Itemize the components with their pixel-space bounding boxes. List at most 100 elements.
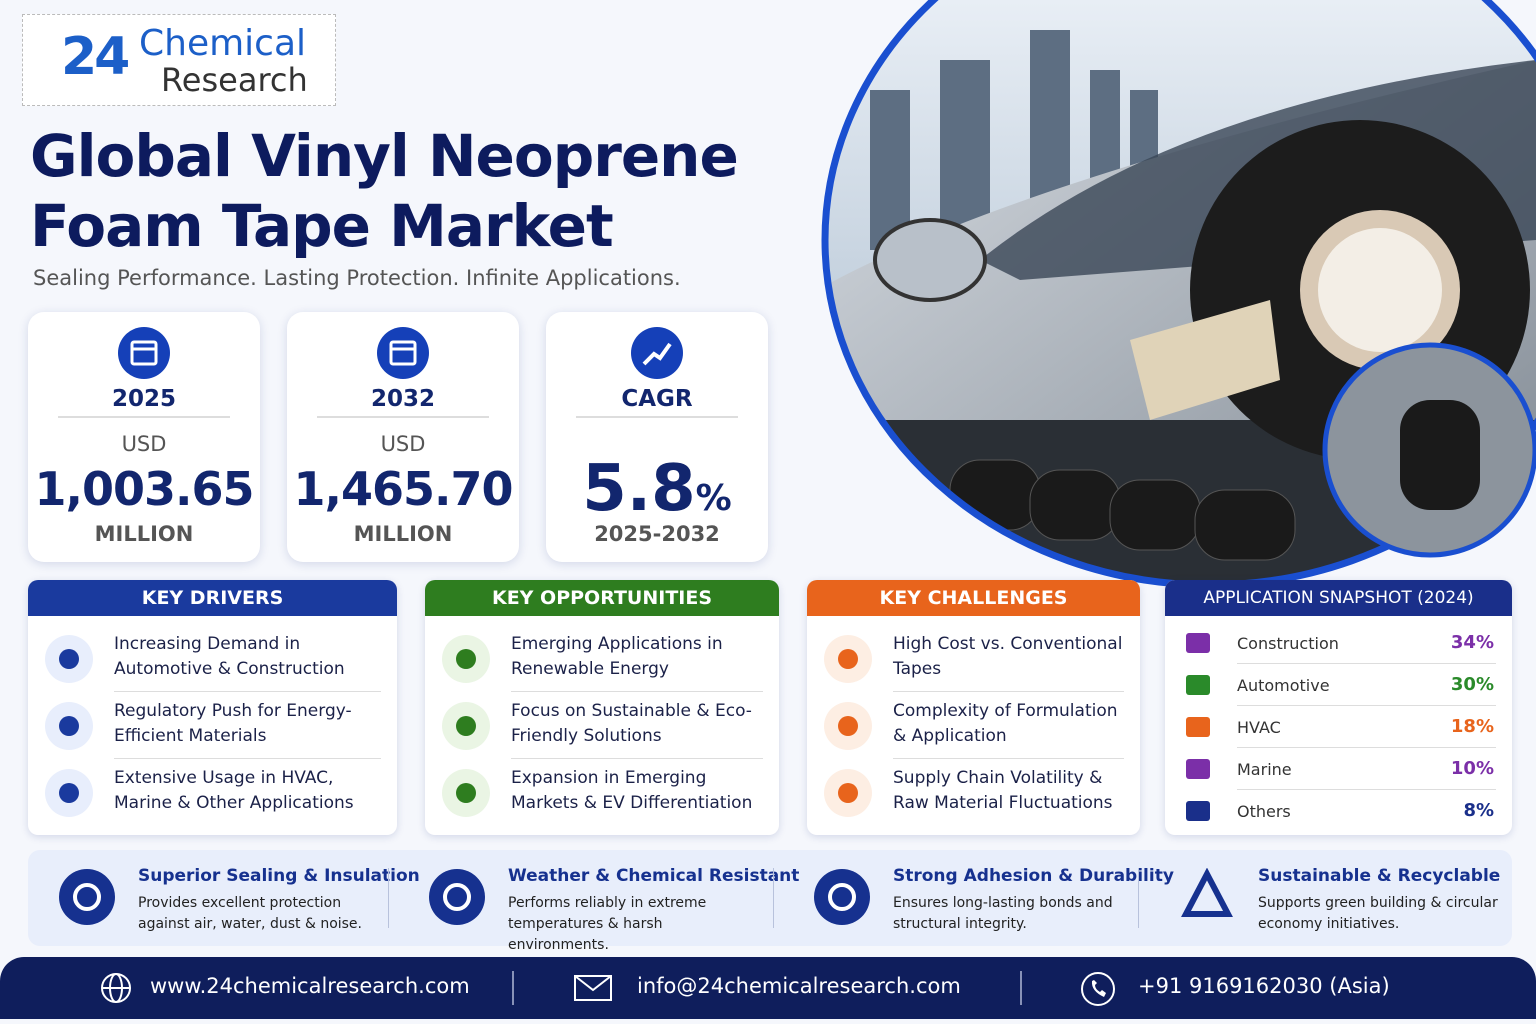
stat-card: 2032 USD 1,465.70 MILLION bbox=[287, 312, 519, 562]
divider bbox=[58, 416, 230, 418]
snapshot-row: Automotive 30% bbox=[1165, 664, 1512, 706]
item-icon bbox=[442, 702, 490, 750]
divider bbox=[388, 868, 389, 928]
separator bbox=[1237, 747, 1496, 748]
stat-value: 1,003.65 bbox=[34, 462, 255, 516]
snapshot-row: Marine 10% bbox=[1165, 748, 1512, 790]
row-icon bbox=[1186, 717, 1210, 737]
stat-icon bbox=[631, 327, 683, 379]
subtitle: Sealing Performance. Lasting Protection.… bbox=[33, 266, 681, 290]
panel-item: High Cost vs. Conventional Tapes bbox=[807, 626, 1140, 692]
panel-item: Extensive Usage in HVAC, Marine & Other … bbox=[28, 760, 397, 826]
item-text: Supply Chain Volatility & Raw Material F… bbox=[893, 768, 1113, 813]
divider bbox=[1138, 868, 1139, 928]
row-label: HVAC bbox=[1237, 718, 1281, 737]
hero-image bbox=[821, 0, 1536, 589]
separator bbox=[1237, 663, 1496, 664]
row-share: 34% bbox=[1450, 632, 1494, 653]
title: Foam Tape Market bbox=[30, 192, 614, 260]
stat-unit: USD bbox=[380, 432, 426, 456]
item-text: High Cost vs. Conventional Tapes bbox=[893, 634, 1123, 679]
panel-item: Regulatory Push for Energy-Efficient Mat… bbox=[28, 693, 397, 759]
stat-icon bbox=[377, 327, 429, 379]
row-label: Marine bbox=[1237, 760, 1292, 779]
separator bbox=[114, 758, 381, 759]
stat-icon bbox=[118, 327, 170, 379]
stat-period: 2025-2032 bbox=[594, 522, 720, 546]
separator bbox=[1237, 789, 1496, 790]
logo-number: 24 bbox=[61, 27, 130, 87]
footer: www.24chemicalresearch.com info@24chemic… bbox=[0, 957, 1536, 1019]
stat-card: 2025 USD 1,003.65 MILLION bbox=[28, 312, 260, 562]
row-label: Automotive bbox=[1237, 676, 1330, 695]
panel-item: Complexity of Formulation & Application bbox=[807, 693, 1140, 759]
separator bbox=[893, 691, 1124, 692]
divider bbox=[773, 868, 774, 928]
row-icon bbox=[1186, 759, 1210, 779]
globe-icon bbox=[101, 973, 131, 1003]
panel-item: Increasing Demand in Automotive & Constr… bbox=[28, 626, 397, 692]
snapshot-row: Construction 34% bbox=[1165, 622, 1512, 664]
feature-icon bbox=[814, 869, 870, 925]
logo: 24 Chemical Research bbox=[22, 14, 336, 106]
logo-line: Research bbox=[161, 61, 308, 99]
stat-label: 2025 bbox=[111, 386, 176, 412]
mail-icon bbox=[574, 975, 612, 1001]
item-icon bbox=[45, 702, 93, 750]
divider bbox=[512, 971, 514, 1005]
item-icon bbox=[45, 769, 93, 817]
panel-header: APPLICATION SNAPSHOT (2024) bbox=[1165, 580, 1512, 616]
feature-text: Ensures long-lasting bonds and structura… bbox=[893, 895, 1113, 932]
phone-icon bbox=[1081, 972, 1115, 1006]
feature: Superior Sealing & Insulation Provides ex… bbox=[28, 850, 420, 946]
feature-strip: Superior Sealing & Insulation Provides ex… bbox=[28, 850, 1512, 953]
feature-text: Provides excellent protection against ai… bbox=[138, 895, 362, 932]
stat-label: CAGR bbox=[621, 386, 693, 412]
title: Global Vinyl Neoprene bbox=[30, 122, 739, 190]
snapshot-row: HVAC 18% bbox=[1165, 706, 1512, 748]
row-share: 10% bbox=[1450, 758, 1494, 779]
item-icon bbox=[442, 769, 490, 817]
separator bbox=[114, 691, 381, 692]
panel: KEY OPPORTUNITIES Emerging Applications i… bbox=[425, 580, 779, 835]
item-text: Regulatory Push for Energy-Efficient Mat… bbox=[114, 701, 352, 746]
stat-value: 1,465.70 bbox=[293, 462, 514, 516]
panel-item: Emerging Applications in Renewable Energ… bbox=[425, 626, 779, 692]
row-label: Others bbox=[1237, 802, 1291, 821]
row-icon bbox=[1186, 633, 1210, 653]
separator bbox=[511, 758, 763, 759]
panel: KEY CHALLENGES High Cost vs. Conventional… bbox=[807, 580, 1140, 835]
logo-line: Chemical bbox=[139, 23, 307, 64]
item-text: Emerging Applications in Renewable Energ… bbox=[511, 634, 723, 679]
snapshot-row: Others 8% bbox=[1165, 790, 1512, 832]
row-icon bbox=[1186, 801, 1210, 821]
row-share: 18% bbox=[1450, 716, 1494, 737]
separator bbox=[511, 691, 763, 692]
feature-icon bbox=[1181, 868, 1233, 917]
feature: Sustainable & Recyclable Supports green b… bbox=[1138, 850, 1508, 946]
stat-scale: MILLION bbox=[94, 522, 194, 546]
item-text: Increasing Demand in Automotive & Constr… bbox=[114, 634, 345, 679]
feature-title: Weather & Chemical Resistant bbox=[508, 866, 800, 886]
row-share: 8% bbox=[1463, 800, 1494, 821]
divider bbox=[317, 416, 489, 418]
row-share: 30% bbox=[1450, 674, 1494, 695]
separator bbox=[1237, 705, 1496, 706]
feature-text: Performs reliably in extreme temperature… bbox=[508, 895, 707, 953]
phone[interactable]: +91 9169162030 (Asia) bbox=[1138, 974, 1390, 998]
item-text: Extensive Usage in HVAC, Marine & Other … bbox=[114, 768, 354, 813]
email[interactable]: info@24chemicalresearch.com bbox=[637, 974, 961, 998]
feature-title: Sustainable & Recyclable bbox=[1258, 866, 1501, 886]
stat-unit: USD bbox=[121, 432, 167, 456]
feature-title: Superior Sealing & Insulation bbox=[138, 866, 420, 886]
divider bbox=[576, 416, 738, 418]
website[interactable]: www.24chemicalresearch.com bbox=[150, 974, 470, 998]
item-text: Expansion in Emerging Markets & EV Diffe… bbox=[511, 768, 753, 813]
panel-header: KEY CHALLENGES bbox=[807, 580, 1140, 616]
feature: Strong Adhesion & Durability Ensures long… bbox=[773, 850, 1174, 946]
stat-scale: MILLION bbox=[353, 522, 453, 546]
item-icon bbox=[824, 635, 872, 683]
panel-header: KEY OPPORTUNITIES bbox=[425, 580, 779, 616]
